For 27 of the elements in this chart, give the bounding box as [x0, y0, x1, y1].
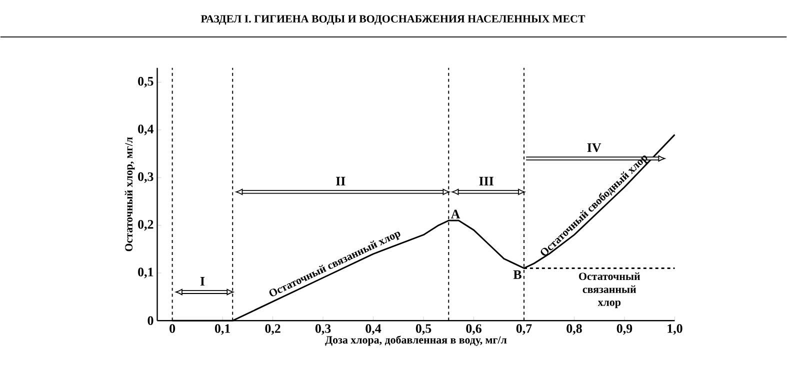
x-tick-label: 0,2: [265, 324, 280, 335]
x-tick-label: 1,0: [668, 324, 682, 335]
x-tick-label: 0,8: [566, 324, 582, 335]
x-tick-label: 0,6: [466, 324, 482, 335]
annotation: B: [513, 270, 522, 280]
x-tick-label: 0,1: [214, 324, 230, 335]
y-tick-label: 0,2: [138, 220, 154, 231]
x-tick-label: 0,3: [315, 324, 331, 335]
chart-title: РАЗДЕЛ I. ГИГИЕНА ВОДЫ И ВОДОСНАБЖЕНИЯ НАСЕЛЕННЫХ МЕСТ: [200, 15, 586, 25]
annotation: II: [336, 177, 346, 186]
x-tick-label: 0,9: [616, 324, 632, 335]
y-tick-label: 0,1: [138, 268, 154, 278]
annotation: A: [450, 210, 460, 219]
annotation: III: [479, 177, 494, 186]
x-tick-label: 0,4: [366, 324, 382, 335]
annotation: Остаточный связанный хлор: [579, 272, 640, 308]
y-tick-label: 0,4: [138, 124, 154, 136]
y-tick-label: 0,3: [138, 172, 154, 184]
y-axis-title: Остаточный хлор, мг/л: [124, 137, 135, 252]
x-tick-label: 0,5: [416, 324, 432, 335]
annotation: IV: [587, 144, 602, 152]
y-tick-label: 0: [148, 316, 154, 326]
x-tick-label: 0: [170, 324, 176, 334]
annotation: I: [200, 277, 205, 286]
x-tick-label: 0,7: [516, 324, 532, 335]
x-axis-title: Доза хлора, добавленная в воду, мг/л: [325, 336, 507, 346]
y-tick-label: 0,5: [138, 77, 154, 88]
